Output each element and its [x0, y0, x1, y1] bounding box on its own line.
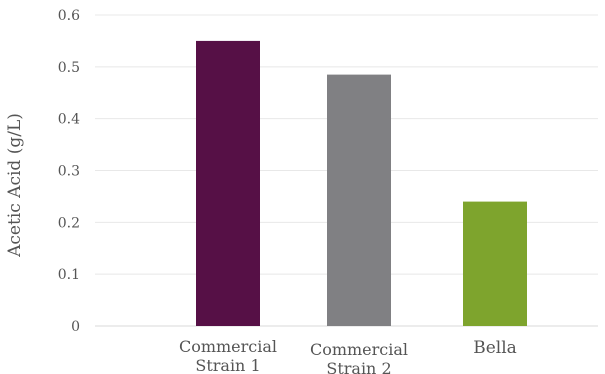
y-axis-ticks: 0 0.1 0.2 0.3 0.4 0.5 0.6	[58, 8, 80, 335]
y-tick-label: 0.2	[58, 215, 80, 231]
y-tick-label: 0	[71, 319, 80, 335]
bars	[196, 40, 527, 327]
y-tick-label: 0.4	[58, 112, 80, 128]
y-tick-label: 0.6	[58, 8, 80, 24]
x-tick-label: Commercial	[310, 340, 408, 359]
y-tick-label: 0.3	[58, 164, 80, 180]
y-axis-label: Acetic Acid (g/L)	[5, 113, 25, 258]
x-tick-label: Strain 2	[326, 359, 391, 374]
x-tick-label: Commercial	[179, 337, 277, 356]
x-tick-label: Strain 1	[195, 356, 260, 374]
y-tick-label: 0.1	[58, 267, 80, 283]
x-tick-label: Bella	[473, 338, 517, 358]
bar	[463, 201, 527, 326]
bar	[196, 40, 260, 327]
bar	[327, 74, 391, 326]
y-tick-label: 0.5	[58, 60, 80, 76]
